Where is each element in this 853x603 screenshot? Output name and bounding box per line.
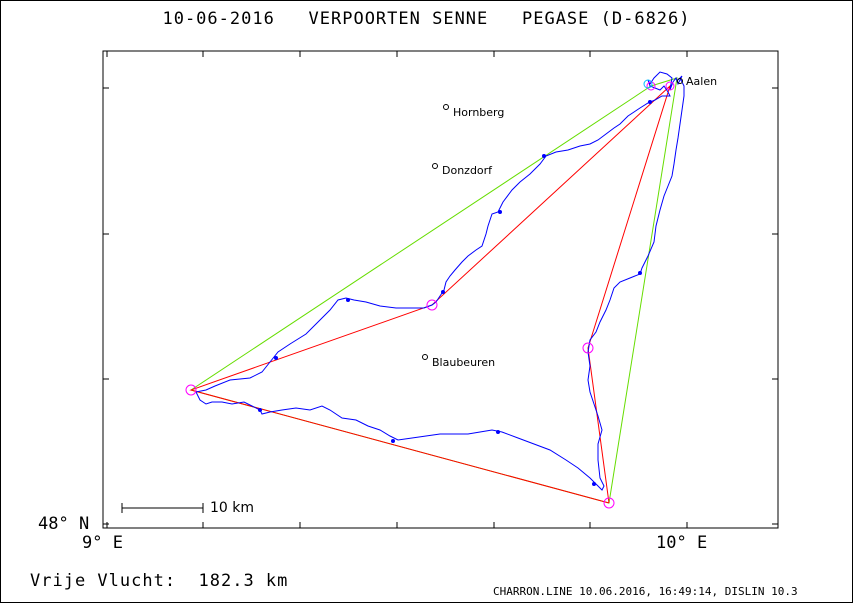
plot-border bbox=[102, 50, 779, 529]
latitude-label: 48° N bbox=[38, 514, 90, 534]
task-outer-line bbox=[190, 77, 678, 504]
town-label-donzdorf: Donzdorf bbox=[442, 164, 493, 177]
town-label-aalen: Aalen bbox=[686, 75, 718, 88]
scale-label: 10 km bbox=[210, 500, 255, 516]
free-flight-distance: Vrije Vlucht: 182.3 km bbox=[30, 571, 289, 591]
flight-track bbox=[195, 71, 685, 491]
town-markers bbox=[422, 78, 683, 360]
task-inner-line bbox=[189, 84, 672, 504]
axis-ticks bbox=[103, 51, 778, 528]
turnpoints bbox=[185, 81, 675, 509]
track-markers bbox=[258, 100, 652, 486]
credit-line: CHARRON.LINE 10.06.2016, 16:49:14, DISLI… bbox=[493, 585, 798, 598]
town-label-hornberg: Hornberg bbox=[453, 106, 505, 119]
scale-bar bbox=[121, 503, 204, 513]
flight-title: 10-06-2016 VERPOORTEN SENNE PEGASE (D-68… bbox=[162, 9, 691, 29]
longitude-right-label: 10° E bbox=[656, 533, 708, 553]
start-point bbox=[643, 79, 653, 89]
town-label-blaubeuren: Blaubeuren bbox=[432, 356, 496, 369]
longitude-left-label: 9° E bbox=[82, 533, 123, 553]
